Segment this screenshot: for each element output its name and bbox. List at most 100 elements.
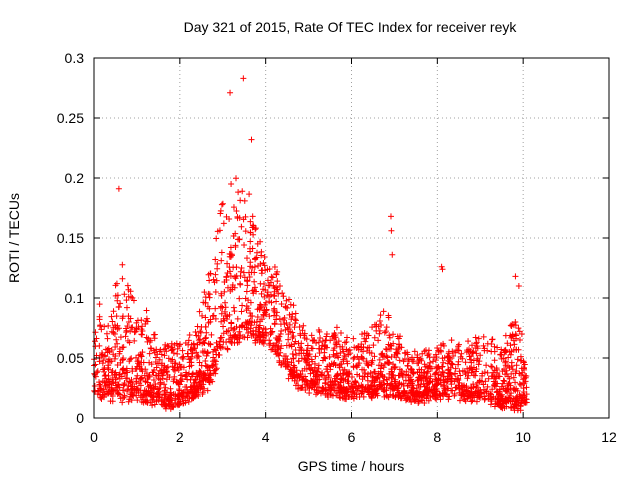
data-point [162, 392, 169, 399]
data-point [236, 236, 243, 243]
data-point [219, 200, 226, 207]
data-point [117, 395, 124, 402]
data-point [238, 308, 245, 315]
data-point [343, 339, 350, 346]
data-point [367, 369, 374, 376]
data-point [142, 366, 149, 373]
data-point [376, 317, 383, 324]
data-point [174, 393, 181, 400]
data-point [323, 333, 330, 340]
data-point [473, 383, 480, 390]
data-point [380, 377, 387, 384]
data-point [263, 332, 270, 339]
data-point [277, 331, 284, 338]
data-point [317, 334, 324, 341]
data-point [240, 269, 247, 276]
data-point [381, 353, 388, 360]
data-point [468, 369, 475, 376]
data-point [315, 339, 322, 346]
data-point [428, 365, 435, 372]
data-point [247, 218, 254, 225]
data-point [358, 390, 365, 397]
data-point [339, 372, 346, 379]
data-point [473, 350, 480, 357]
data-point [223, 277, 230, 284]
data-point [139, 323, 146, 330]
data-point [158, 360, 165, 367]
data-point [251, 263, 258, 270]
data-point [109, 387, 116, 394]
data-point [444, 367, 451, 374]
data-point [513, 368, 520, 375]
data-point [223, 328, 230, 335]
data-point [405, 356, 412, 363]
data-point [510, 374, 517, 381]
data-point [170, 350, 177, 357]
data-point [164, 371, 171, 378]
data-point [127, 315, 134, 322]
data-point [448, 360, 455, 367]
data-point [312, 353, 319, 360]
data-point [344, 334, 351, 341]
data-point [171, 399, 178, 406]
data-point [385, 314, 392, 321]
data-point [249, 287, 256, 294]
data-point [324, 368, 331, 375]
data-point [441, 379, 448, 386]
data-point [393, 354, 400, 361]
data-point [445, 357, 452, 364]
data-point [303, 358, 310, 365]
data-point [236, 339, 243, 346]
data-point [387, 381, 394, 388]
data-point [433, 376, 440, 383]
data-point [112, 292, 119, 299]
data-point [385, 341, 392, 348]
data-point [450, 352, 457, 359]
data-point [286, 296, 293, 303]
data-point [167, 385, 174, 392]
data-point [135, 324, 142, 331]
data-point [134, 360, 141, 367]
data-point [210, 354, 217, 361]
data-point [492, 400, 499, 407]
data-point [421, 383, 428, 390]
data-point [147, 345, 154, 352]
data-point [188, 353, 195, 360]
x-tick-label: 8 [433, 429, 441, 445]
data-point [145, 373, 152, 380]
data-point [227, 287, 234, 294]
data-point [212, 370, 219, 377]
data-point [230, 204, 237, 211]
data-point [149, 402, 156, 409]
data-point [111, 355, 118, 362]
data-point [445, 385, 452, 392]
data-point [197, 336, 204, 343]
data-point [100, 386, 107, 393]
data-point [202, 314, 209, 321]
data-point [195, 337, 202, 344]
data-point [197, 329, 204, 336]
data-point [206, 277, 213, 284]
data-point [512, 387, 519, 394]
data-point [217, 207, 224, 214]
data-point [470, 357, 477, 364]
data-point [214, 265, 221, 272]
data-point [103, 388, 110, 395]
data-point [157, 346, 164, 353]
data-point [200, 339, 207, 346]
data-point [376, 356, 383, 363]
data-point [139, 391, 146, 398]
data-point [332, 331, 339, 338]
data-point [119, 366, 126, 373]
data-point [483, 362, 490, 369]
data-point [174, 350, 181, 357]
data-point [161, 362, 168, 369]
data-point [166, 398, 173, 405]
data-point [472, 334, 479, 341]
data-point [197, 328, 204, 335]
data-point [239, 302, 246, 309]
data-point [359, 384, 366, 391]
data-point [93, 369, 100, 376]
data-point [449, 348, 456, 355]
data-point [243, 324, 250, 331]
